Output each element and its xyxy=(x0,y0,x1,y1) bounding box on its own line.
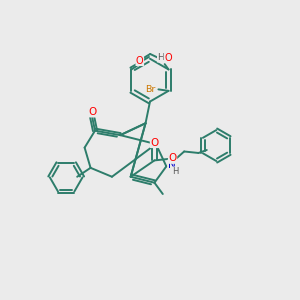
Text: N: N xyxy=(168,160,176,170)
Text: O: O xyxy=(169,153,177,163)
Text: O: O xyxy=(136,56,144,65)
Text: H: H xyxy=(158,53,164,62)
Text: O: O xyxy=(150,138,159,148)
Text: Br: Br xyxy=(145,85,155,94)
Text: O: O xyxy=(164,52,172,63)
Text: O: O xyxy=(88,107,96,117)
Text: H: H xyxy=(172,167,178,176)
